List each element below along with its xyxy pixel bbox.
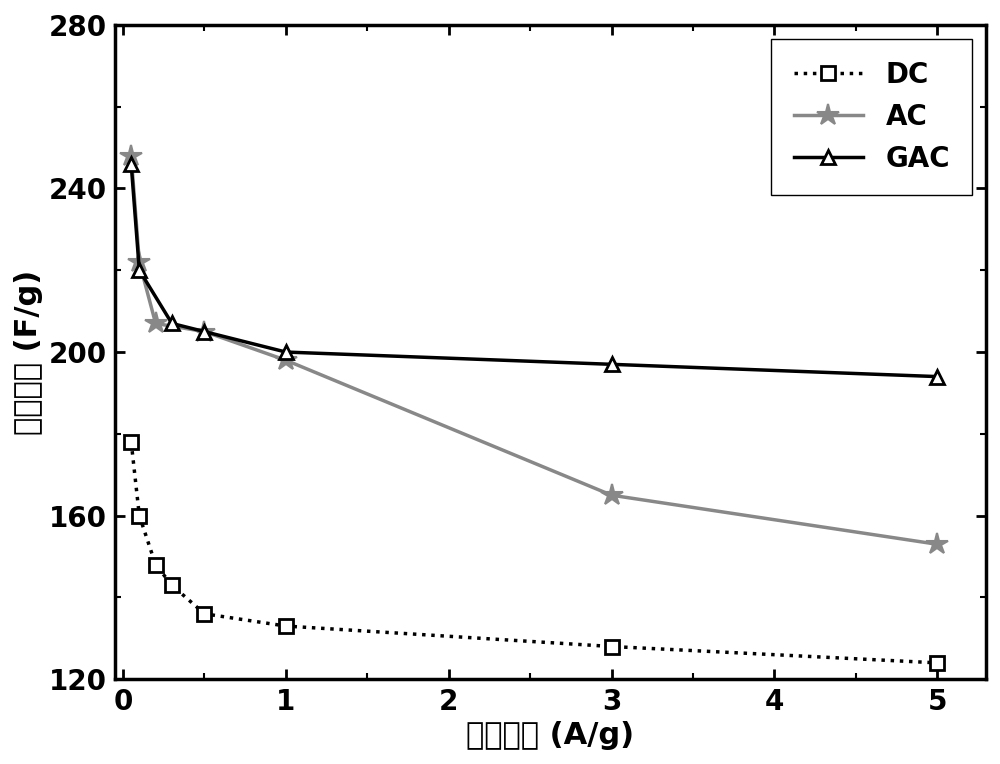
GAC <box>125 160 137 169</box>
GAC <box>133 266 145 275</box>
DC <box>606 642 618 651</box>
AC <box>606 490 618 500</box>
AC <box>198 327 210 336</box>
DC <box>150 560 162 569</box>
AC <box>125 151 137 160</box>
Legend: DC, AC, GAC: DC, AC, GAC <box>771 39 972 195</box>
Line: AC: AC <box>120 144 948 555</box>
DC <box>931 659 943 668</box>
DC <box>133 511 145 520</box>
Y-axis label: 比电容値 (F/g): 比电容値 (F/g) <box>14 270 43 435</box>
DC <box>166 581 178 590</box>
Line: GAC: GAC <box>124 157 944 384</box>
Line: DC: DC <box>124 435 944 670</box>
AC <box>280 356 292 365</box>
DC <box>125 438 137 447</box>
X-axis label: 电流密度 (A/g): 电流密度 (A/g) <box>466 721 635 750</box>
DC <box>198 609 210 618</box>
DC <box>280 621 292 630</box>
GAC <box>198 327 210 336</box>
AC <box>133 257 145 267</box>
GAC <box>280 348 292 357</box>
AC <box>150 319 162 328</box>
GAC <box>931 372 943 381</box>
AC <box>931 539 943 549</box>
GAC <box>166 319 178 328</box>
GAC <box>606 360 618 369</box>
